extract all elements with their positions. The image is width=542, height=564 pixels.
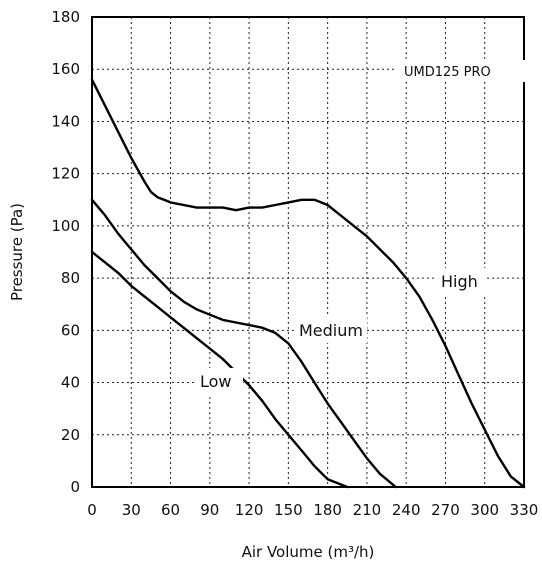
x-tick-label: 330 [510, 501, 539, 519]
series-line-high [90, 78, 526, 489]
x-axis-label: Air Volume (m³/h) [242, 543, 375, 561]
curve-label-medium-bg [294, 317, 367, 343]
x-tick-label: 210 [353, 501, 382, 519]
curve-label-medium: Medium [299, 321, 363, 340]
curve-labels: High Medium Low [195, 268, 486, 394]
y-tick-label: 120 [51, 165, 80, 183]
curve-label-high-bg [436, 268, 486, 294]
x-tick-label: 240 [392, 501, 421, 519]
y-tick-label: 40 [61, 374, 80, 392]
x-tick-label: 120 [235, 501, 264, 519]
x-tick-label: 300 [470, 501, 499, 519]
y-tick-label: 60 [61, 321, 80, 339]
x-tick-label: 90 [200, 501, 219, 519]
y-tick-label: 0 [70, 478, 80, 496]
y-axis-ticks: 0 20 40 60 80 100 120 140 160 180 [51, 8, 80, 496]
x-tick-label: 270 [431, 501, 460, 519]
x-tick-label: 30 [122, 501, 141, 519]
curve-label-low: Low [200, 372, 232, 391]
series-line-low [90, 250, 349, 489]
y-tick-label: 100 [51, 217, 80, 235]
x-tick-label: 150 [274, 501, 303, 519]
x-tick-label: 180 [313, 501, 342, 519]
curve-label-high: High [441, 272, 478, 291]
series-line-medium [90, 198, 397, 489]
y-tick-label: 20 [61, 426, 80, 444]
y-tick-label: 80 [61, 269, 80, 287]
performance-curves [90, 78, 526, 489]
grid-lines [92, 17, 524, 487]
model-label-background [395, 60, 525, 82]
model-label: UMD125 PRO [404, 65, 491, 80]
x-axis-ticks: 0 30 60 90 120 150 180 210 240 270 300 330 [87, 501, 538, 519]
x-tick-label: 60 [161, 501, 180, 519]
y-tick-label: 140 [51, 112, 80, 130]
y-tick-label: 160 [51, 60, 80, 78]
curve-label-low-bg [195, 368, 243, 394]
y-tick-label: 180 [51, 8, 80, 26]
plot-frame [91, 16, 525, 488]
model-label-box: UMD125 PRO [395, 60, 525, 82]
x-tick-label: 0 [87, 501, 97, 519]
y-axis-label: Pressure (Pa) [8, 203, 26, 301]
